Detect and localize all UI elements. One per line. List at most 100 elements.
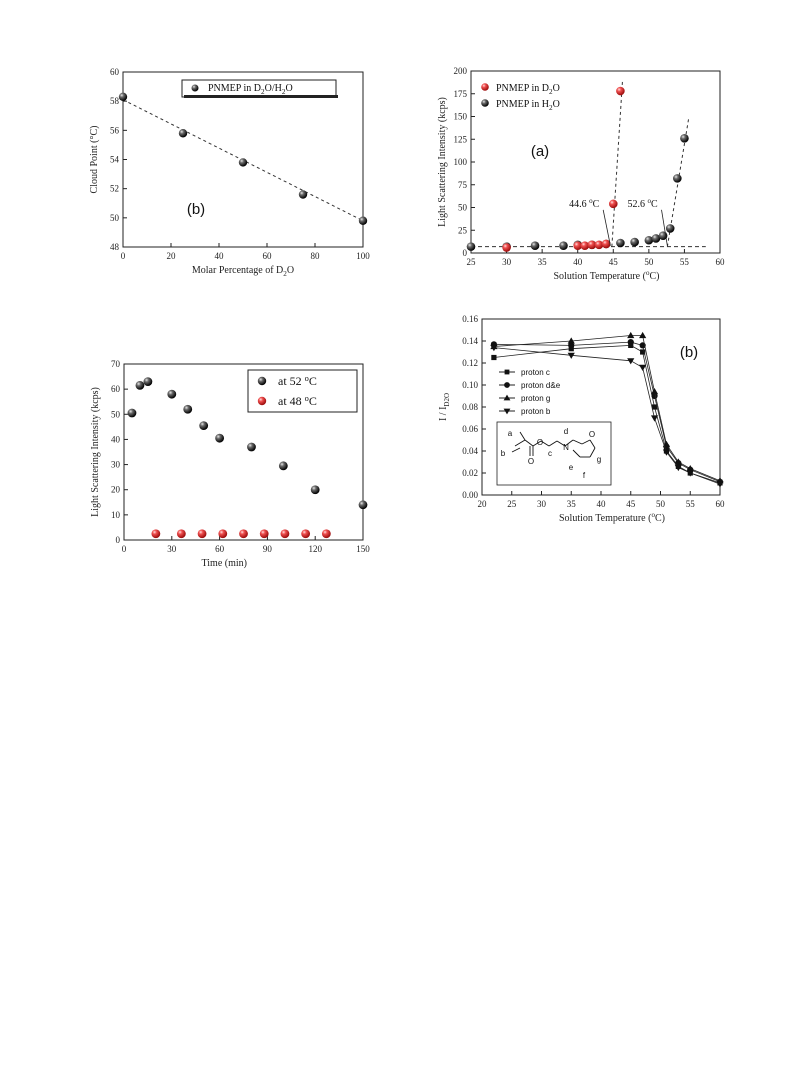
y-tick-label: 52: [110, 184, 119, 194]
x-tick-label: 45: [626, 499, 636, 509]
structure-label: O: [528, 457, 534, 466]
y-tick-label: 50: [110, 213, 120, 223]
y-tick-label: 20: [111, 485, 121, 495]
data-point: [199, 421, 209, 430]
data-point: [127, 408, 137, 418]
data-point: [247, 442, 256, 452]
legend-marker: [503, 408, 511, 415]
data-point: [278, 461, 288, 471]
y-tick-label: 30: [111, 460, 121, 470]
y-tick-label: 50: [458, 203, 468, 213]
x-tick-label: 60: [716, 257, 726, 267]
structure-bond: [572, 449, 581, 458]
data-point: [568, 346, 574, 352]
x-tick-label: 30: [537, 499, 547, 509]
x-tick-label: 20: [478, 499, 488, 509]
structure-bond: [514, 439, 526, 447]
data-point: [587, 240, 597, 250]
data-point: [639, 364, 647, 371]
y-tick-label: 100: [454, 157, 468, 167]
x-tick-label: 60: [716, 499, 726, 509]
legend: PNMEP in D2O PNMEP in H2O: [481, 83, 560, 112]
y-tick-label: 200: [454, 66, 468, 76]
legend-label: at 48 oC: [278, 394, 317, 408]
panel-label: (b): [187, 201, 205, 218]
data-point: [627, 331, 635, 339]
data-point: [178, 129, 188, 138]
data-point: [674, 464, 682, 472]
data-point: [301, 529, 311, 539]
structure-inset: a b c d ef g O O O N: [496, 421, 612, 486]
y-tick-label: 70: [111, 359, 121, 369]
x-tick-label: 25: [467, 257, 477, 267]
data-point: [601, 239, 611, 249]
x-tick-label: 45: [609, 257, 619, 267]
y-tick-label: 0.00: [462, 490, 478, 500]
data-point: [628, 342, 634, 348]
data-point: [118, 92, 128, 101]
structure-bond: [572, 439, 583, 445]
x-axis-label: Molar Percentage of D2O: [192, 265, 294, 278]
y-tick-label: 0: [463, 248, 468, 258]
x-axis-label: Solution Temperature (oC): [559, 511, 665, 524]
structure-label: O: [589, 430, 595, 439]
structure-bond: [524, 439, 534, 447]
legend-label: proton c: [521, 368, 550, 377]
x-tick-label: 60: [215, 544, 225, 554]
legend: proton c proton d&e proton g proton b: [499, 368, 561, 416]
data-point: [608, 199, 618, 209]
data-point: [627, 339, 634, 346]
structure-bond: [589, 447, 596, 458]
data-point: [183, 404, 193, 414]
structure-label: N: [563, 443, 569, 452]
data-point: [280, 529, 290, 539]
data-point: [665, 224, 675, 233]
structure-label: c: [548, 449, 552, 458]
y-tick-label: 60: [111, 384, 121, 394]
x-tick-label: 40: [597, 499, 607, 509]
y-axis-label: Cloud Point (°C): [89, 126, 100, 194]
panel-label: (a): [531, 143, 549, 160]
y-tick-label: 0.16: [462, 314, 478, 324]
structure-box: [496, 421, 612, 486]
legend-marker: [257, 376, 267, 386]
data-point: [716, 481, 724, 488]
structure-label: O: [537, 438, 543, 447]
y-tick-label: 58: [110, 96, 120, 106]
x-tick-label: 50: [656, 499, 666, 509]
data-point: [491, 354, 497, 361]
structure-bond: [581, 439, 591, 445]
y-tick-label: 0.14: [462, 336, 478, 346]
x-tick-label: 50: [644, 257, 654, 267]
data-point: [594, 240, 604, 250]
legend-marker: [503, 394, 511, 401]
data-point: [259, 529, 269, 539]
x-tick-label: 55: [686, 499, 696, 509]
data-point: [215, 433, 225, 443]
data-point: [686, 470, 694, 477]
data-point: [662, 440, 671, 447]
data-point: [580, 241, 590, 251]
legend-marker: [257, 396, 267, 406]
x-axis-label: Time (min): [202, 558, 247, 569]
annotation-label: 52.6 oC: [628, 197, 659, 210]
legend-label: at 52 oC: [278, 374, 317, 388]
data-point: [466, 242, 476, 251]
annotation-label: 44.6 oC: [569, 197, 600, 210]
chart-lsi-temperature: 25 30 35 40 45 50 55 600255075100125150175200So…: [437, 66, 725, 282]
data-point: [197, 529, 207, 539]
data-point: [651, 404, 658, 410]
structure-bond: [532, 440, 542, 447]
x-tick-label: 35: [567, 499, 577, 509]
data-point: [310, 485, 320, 495]
x-tick-label: 120: [308, 544, 322, 554]
data-point: [662, 449, 671, 456]
x-tick-label: 40: [573, 257, 583, 267]
structure-label: b: [501, 449, 506, 458]
data-point: [135, 380, 145, 390]
legend-label: proton b: [521, 407, 551, 416]
structure-bond: [519, 431, 526, 441]
data-point: [358, 216, 368, 225]
data-point: [639, 331, 647, 339]
y-axis-label: Light Scattering Intensity (kcps): [90, 387, 101, 517]
